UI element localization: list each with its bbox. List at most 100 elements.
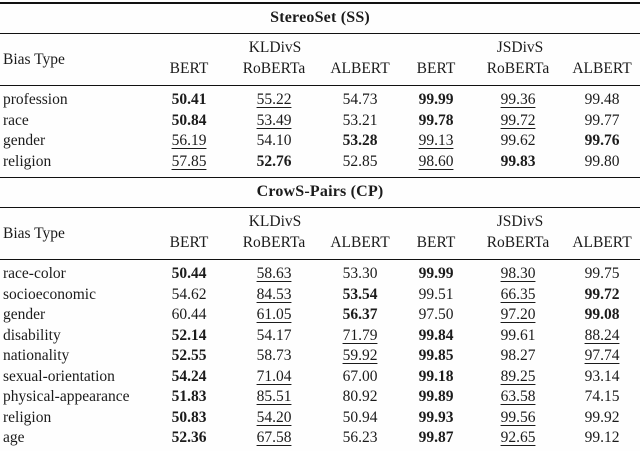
value-cell: 99.72 (584, 285, 620, 303)
value-cell: 67.00 (342, 367, 378, 385)
model-header: BERT (150, 232, 228, 260)
value-cell: 53.30 (342, 265, 378, 282)
model-header: BERT (400, 58, 472, 86)
value-cell: 89.25 (500, 367, 536, 385)
value-cell: 99.18 (418, 367, 454, 385)
table-row: religion 50.83 54.20 50.94 99.93 99.56 99.92 (0, 408, 640, 429)
value-cell: 66.35 (500, 285, 536, 303)
value-cell: 98.30 (500, 265, 536, 282)
value-cell: 99.62 (500, 132, 536, 149)
value-cell: 99.89 (418, 388, 454, 405)
value-cell: 50.84 (171, 111, 207, 129)
value-cell: 55.22 (256, 91, 292, 108)
value-cell: 61.05 (256, 306, 292, 323)
value-cell: 99.51 (418, 285, 454, 303)
value-cell: 97.74 (584, 347, 620, 364)
value-cell: 53.28 (342, 132, 378, 149)
group-header-row: Bias Type KLDivS JSDivS (0, 33, 640, 86)
bias-type-header: Bias Type (0, 207, 150, 260)
value-cell: 99.93 (418, 408, 454, 426)
bias-type-cell: profession (3, 91, 68, 108)
value-cell: 97.50 (418, 306, 454, 323)
value-cell: 99.84 (418, 326, 454, 344)
value-cell: 99.08 (584, 306, 620, 323)
value-cell: 99.13 (418, 132, 454, 149)
value-cell: 99.36 (500, 91, 536, 108)
table-row: sexual-orientation 54.24 71.04 67.00 99.18 89… (0, 367, 640, 388)
section-title: CrowS-Pairs (CP) (0, 178, 640, 208)
model-header: BERT (150, 58, 228, 86)
value-cell: 53.54 (342, 285, 378, 303)
table-row: race-color 50.44 58.63 53.30 99.99 98.30 99.75 (0, 260, 640, 285)
stereoset-body: profession 50.41 55.22 54.73 99.99 99.36 99.48… (0, 86, 640, 178)
value-cell: 67.58 (256, 429, 292, 446)
value-cell: 99.80 (564, 151, 640, 178)
model-header: ALBERT (320, 58, 400, 86)
value-cell: 51.83 (171, 388, 207, 405)
value-cell: 63.58 (500, 388, 536, 405)
bias-type-cell: religion (0, 151, 150, 178)
crows-pairs-table: CrowS-Pairs (CP) Bias Type KLDivS JSDivS… (0, 178, 640, 451)
bias-type-cell: nationality (3, 347, 70, 364)
table-row: race 50.84 53.49 53.21 99.78 99.72 99.77 (0, 111, 640, 132)
value-cell: 99.99 (418, 91, 454, 108)
table-row: disability 52.14 54.17 71.79 99.84 99.61 88.24 (0, 326, 640, 347)
value-cell: 53.49 (256, 111, 292, 129)
bias-type-cell: physical-appearance (3, 388, 130, 405)
value-cell: 54.24 (171, 367, 207, 385)
value-cell: 88.24 (584, 326, 620, 344)
table-row: gender 56.19 54.10 53.28 99.13 99.62 99.76 (0, 131, 640, 152)
value-cell: 56.23 (342, 429, 378, 446)
model-header: RoBERTa (228, 232, 320, 260)
value-cell: 60.44 (171, 306, 207, 323)
value-cell: 98.27 (500, 347, 536, 364)
bias-type-cell: disability (3, 326, 61, 344)
model-header: ALBERT (564, 58, 640, 86)
table-row: physical-appearance 51.83 85.51 80.92 99.89 6… (0, 387, 640, 408)
value-cell: 52.36 (171, 429, 207, 446)
model-header: BERT (400, 232, 472, 260)
value-cell: 54.62 (171, 285, 207, 303)
bias-type-cell: race-color (3, 265, 66, 282)
value-cell: 54.20 (256, 408, 292, 426)
bias-type-cell: age (3, 429, 25, 446)
value-cell: 58.63 (256, 265, 292, 282)
value-cell: 71.79 (342, 326, 378, 344)
value-cell: 99.77 (584, 111, 620, 129)
model-header: RoBERTa (472, 58, 564, 86)
value-cell: 52.76 (228, 151, 320, 178)
value-cell: 56.37 (342, 306, 378, 323)
table-row: nationality 52.55 58.73 59.92 99.85 98.27 97.7… (0, 346, 640, 367)
value-cell: 54.17 (256, 326, 292, 344)
table-row: socioeconomic 54.62 84.53 53.54 99.51 66.35 99… (0, 285, 640, 306)
value-cell: 56.19 (171, 132, 207, 149)
value-cell: 85.51 (256, 388, 292, 405)
value-cell: 99.76 (584, 132, 620, 149)
value-cell: 50.41 (171, 91, 207, 108)
value-cell: 52.85 (320, 151, 400, 178)
value-cell: 97.20 (500, 306, 536, 323)
value-cell: 99.75 (584, 265, 620, 282)
value-cell: 99.61 (500, 326, 536, 344)
value-cell: 52.55 (171, 347, 207, 364)
table-row: religion 57.85 52.76 52.85 98.60 99.83 99.80 (0, 151, 640, 178)
value-cell: 84.53 (256, 285, 292, 303)
value-cell: 71.04 (256, 367, 292, 385)
value-cell: 52.14 (171, 326, 207, 344)
value-cell: 93.14 (584, 367, 620, 385)
value-cell: 99.12 (584, 429, 620, 446)
group-header-row: Bias Type KLDivS JSDivS (0, 207, 640, 260)
model-header: ALBERT (320, 232, 400, 260)
value-cell: 99.72 (500, 111, 536, 129)
value-cell: 50.44 (171, 265, 207, 282)
group-header-kldivs: KLDivS (248, 213, 302, 230)
bias-type-cell: sexual-orientation (3, 367, 115, 385)
table-row: age 52.36 67.58 56.23 99.87 92.65 99.12 (0, 428, 640, 451)
value-cell: 54.10 (256, 132, 292, 149)
group-header-jsdivs: JSDivS (496, 213, 544, 230)
value-cell: 59.92 (342, 347, 378, 364)
table-row: gender 60.44 61.05 56.37 97.50 97.20 99.08 (0, 305, 640, 326)
value-cell: 58.73 (256, 347, 292, 364)
stereoset-table: StereoSet (SS) Bias Type KLDivS JSDivS B… (0, 4, 640, 178)
model-header: RoBERTa (472, 232, 564, 260)
